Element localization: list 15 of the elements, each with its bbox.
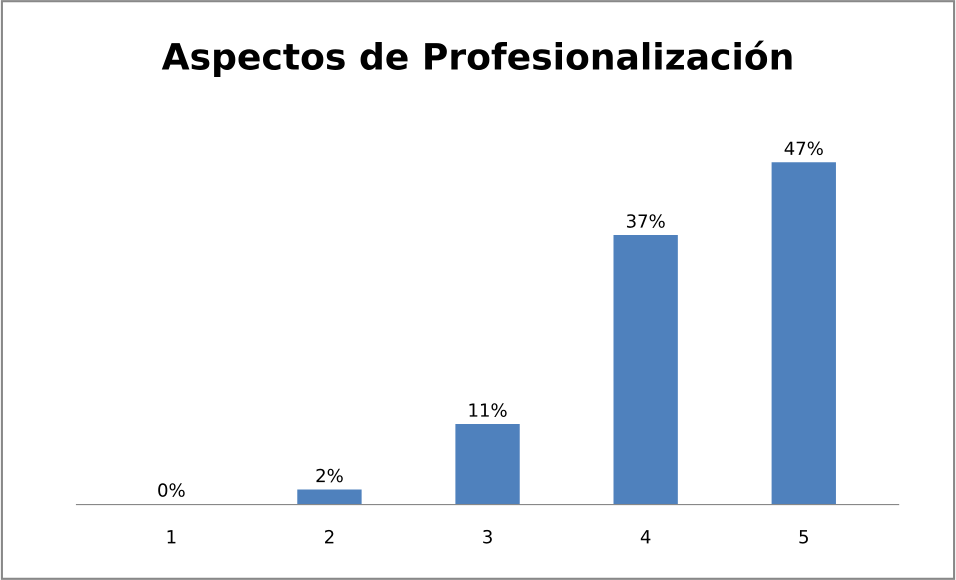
bar bbox=[613, 234, 678, 505]
data-label: 0% bbox=[158, 483, 185, 497]
data-label: 37% bbox=[626, 214, 665, 228]
data-label: 47% bbox=[784, 141, 823, 156]
data-label: 2% bbox=[316, 468, 343, 482]
x-tick-label: 5 bbox=[799, 530, 808, 544]
bar bbox=[297, 490, 362, 505]
x-tick-label: 2 bbox=[325, 530, 334, 544]
x-tick-label: 4 bbox=[640, 530, 650, 544]
chart-title: Aspectos de Profesionalización bbox=[162, 40, 792, 77]
bar bbox=[772, 162, 836, 505]
data-label: 11% bbox=[469, 403, 507, 417]
x-tick-label: 3 bbox=[483, 530, 492, 544]
bar bbox=[455, 424, 520, 505]
x-tick-label: 1 bbox=[168, 530, 176, 544]
